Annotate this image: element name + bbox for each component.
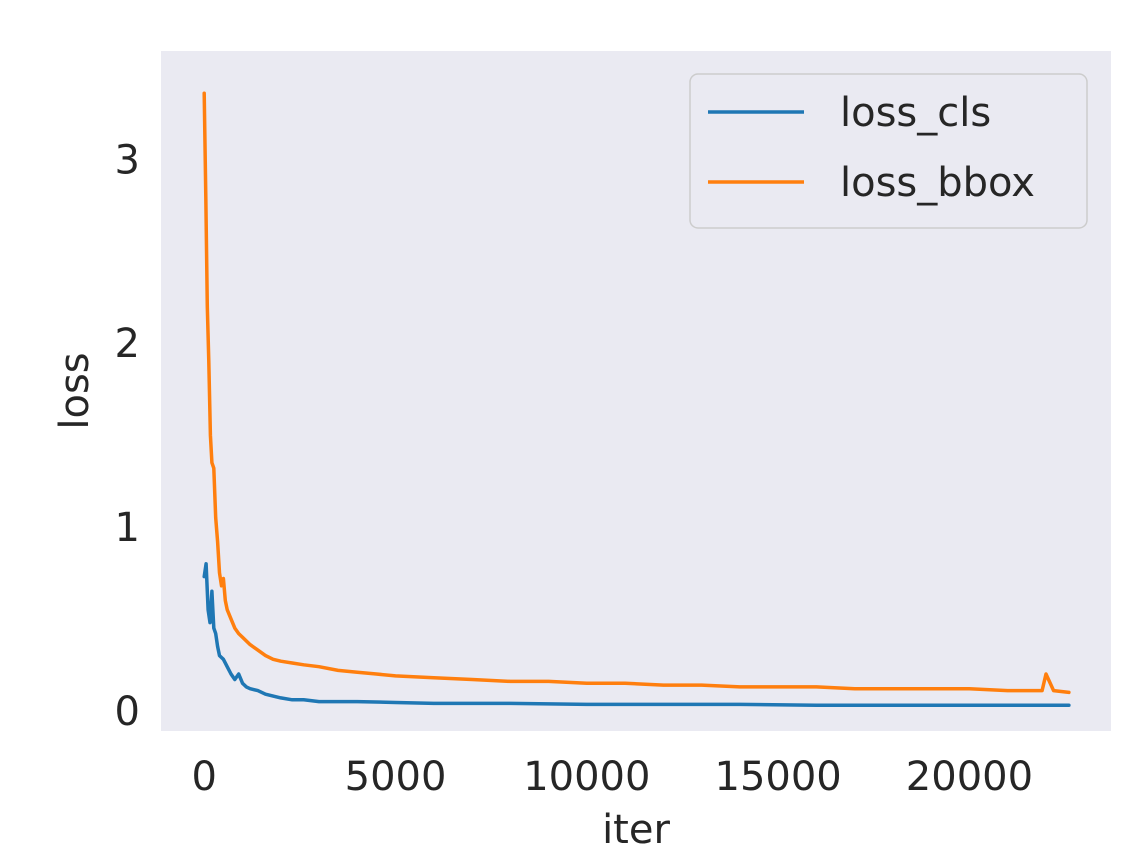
y-tick-label: 3 — [115, 137, 140, 183]
x-tick-label: 0 — [192, 754, 217, 800]
legend-label-loss-bbox: loss_bbox — [840, 160, 1035, 206]
legend-entries: loss_cls loss_bbox — [708, 90, 1035, 206]
y-axis-title: loss — [52, 352, 98, 429]
y-tick-label: 2 — [115, 321, 140, 367]
series-group — [202, 91, 1071, 708]
legend-label-loss-cls: loss_cls — [840, 90, 991, 136]
x-tick-label: 20000 — [906, 754, 1033, 800]
series-line-loss-cls — [202, 562, 1071, 708]
series-line-loss-bbox — [202, 91, 1071, 695]
x-tick-label: 5000 — [345, 754, 447, 800]
x-axis-ticks: 0 5000 10000 15000 20000 — [192, 754, 1034, 800]
x-tick-label: 10000 — [523, 754, 650, 800]
y-axis-ticks: 0 1 2 3 — [115, 137, 140, 734]
x-axis-title: iter — [602, 807, 670, 853]
x-tick-label: 15000 — [715, 754, 842, 800]
y-tick-label: 1 — [115, 505, 140, 551]
legend: loss_cls loss_bbox — [689, 73, 1088, 229]
y-tick-label: 0 — [115, 689, 140, 735]
